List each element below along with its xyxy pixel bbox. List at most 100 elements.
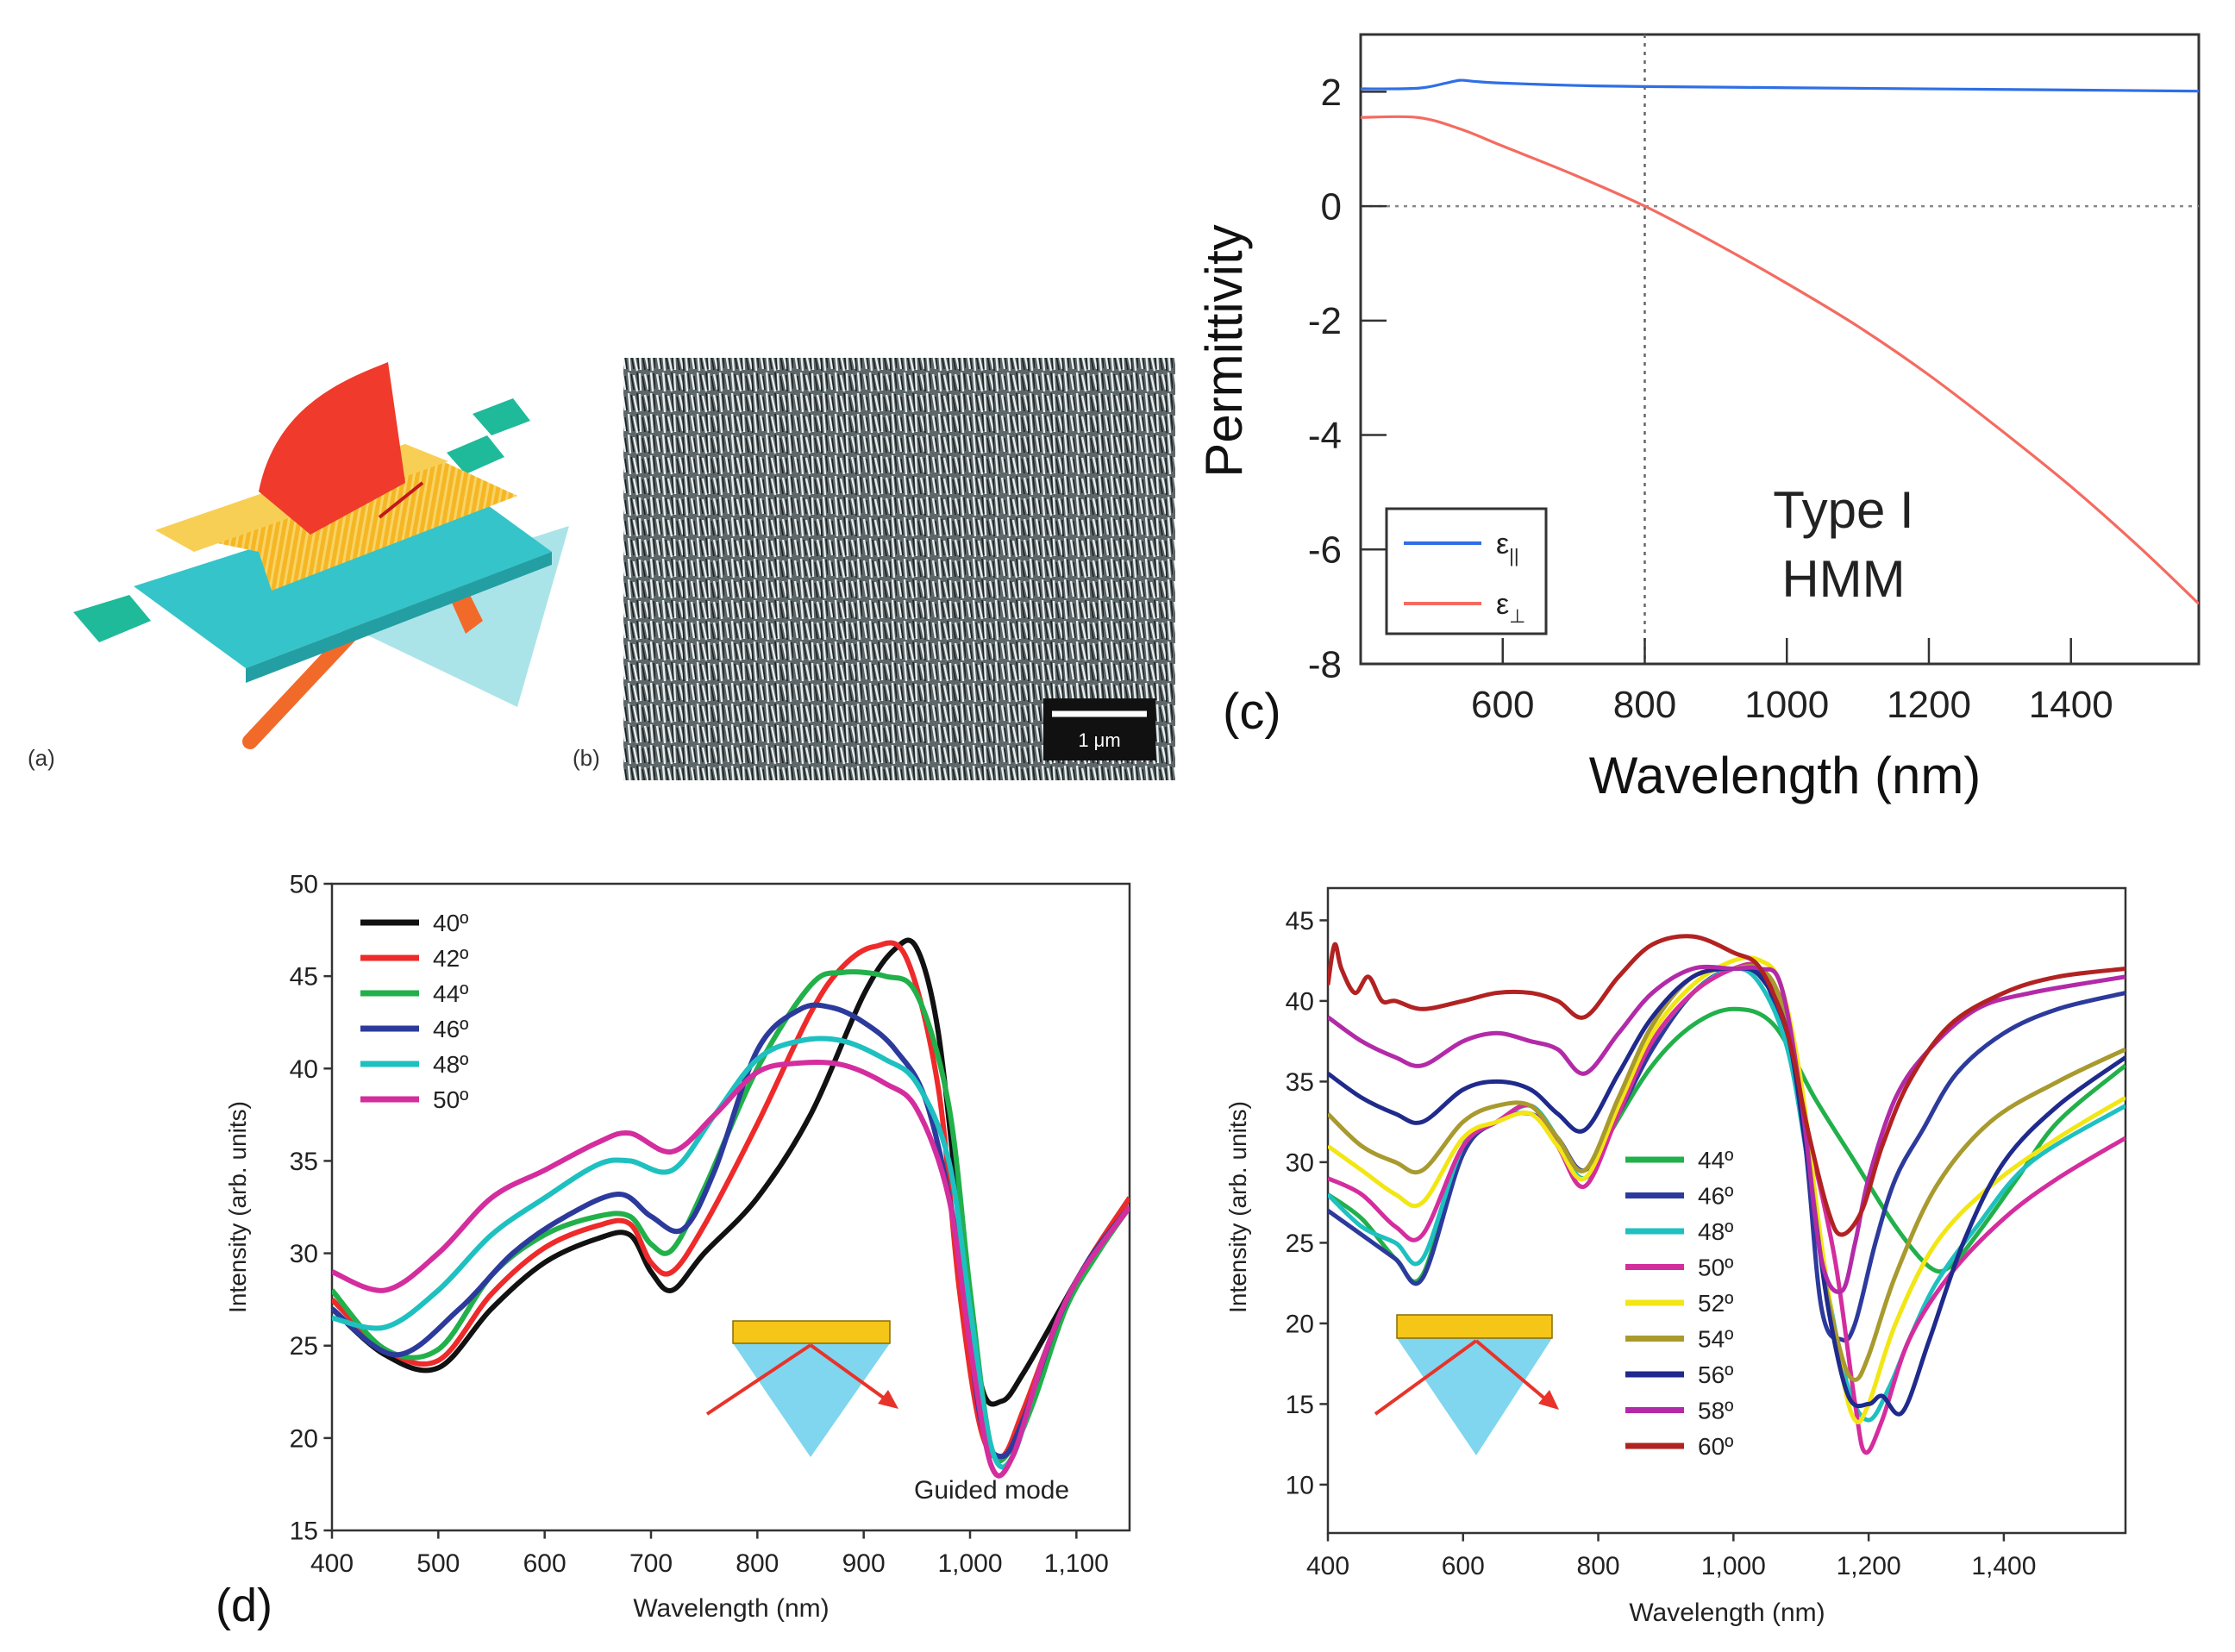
legend-box xyxy=(1385,507,1548,635)
x-tick-label: 1400 xyxy=(2029,684,2113,726)
legend-label: 40º xyxy=(433,910,468,936)
x-tick-label: 1,100 xyxy=(1044,1549,1109,1578)
y-tick-label: 30 xyxy=(290,1240,318,1268)
contact-pad-top xyxy=(447,435,504,474)
series-line-c-0 xyxy=(1361,78,2199,93)
y-tick-label: -4 xyxy=(1308,415,1342,457)
legend-label: 52º xyxy=(1698,1290,1733,1317)
y-tick-label: 40 xyxy=(290,1055,318,1084)
chart-d-left-legend: 40º 42º 44º 46º 48º 50º xyxy=(360,910,468,1113)
scale-bar-label: 1 μm xyxy=(1078,729,1120,751)
y-tick-label: 25 xyxy=(290,1332,318,1361)
x-tick-label: 1,000 xyxy=(937,1549,1002,1578)
y-tick-label: 35 xyxy=(290,1148,318,1176)
legend-label: 54º xyxy=(1698,1326,1733,1353)
contact-pad-left xyxy=(73,595,151,642)
x-tick-label: 400 xyxy=(310,1549,354,1578)
chart-c-legend: ε|| ε⊥ xyxy=(1385,507,1548,635)
panel-b-sem-image xyxy=(623,358,1175,780)
contact-pad-right xyxy=(473,398,530,435)
x-tick-label: 800 xyxy=(736,1549,779,1578)
chart-d-right: 400 600 800 1,000 1,200 1,400 10 15 20 25 30 35 40 4… xyxy=(1224,886,2127,1627)
y-tick-label: -6 xyxy=(1308,529,1342,572)
substrate-edge xyxy=(246,552,552,683)
chart-d-right-xlabel: Wavelength (nm) xyxy=(1629,1599,1825,1627)
y-tick-label: 45 xyxy=(1286,907,1314,936)
x-tick-label: 1,400 xyxy=(1971,1552,2036,1580)
chart-d-left-ylabel: Intensity (arb. units) xyxy=(224,1101,251,1313)
x-tick-label: 900 xyxy=(842,1549,886,1578)
x-tick-label: 1,000 xyxy=(1701,1552,1766,1580)
legend-label: 48º xyxy=(433,1051,468,1078)
legend-label: 44º xyxy=(1698,1147,1733,1173)
legend-label: 50º xyxy=(433,1086,468,1113)
panel-a-label: (a) xyxy=(28,745,55,771)
chart-c: 600 800 1000 1200 1400 2 0 -2 -4 -6 -8 Permittivi… xyxy=(1195,33,2201,804)
x-tick-label: 500 xyxy=(416,1549,460,1578)
legend-label: 48º xyxy=(1698,1218,1733,1245)
guided-wave-line xyxy=(378,481,424,519)
chart-d-panel-label: (d) xyxy=(216,1580,272,1631)
annotation-type-i: Type I xyxy=(1773,481,1913,539)
legend-label: 58º xyxy=(1698,1398,1733,1424)
inset-film xyxy=(1396,1314,1553,1339)
chart-c-panel-label: (c) xyxy=(1223,684,1281,740)
y-tick-label: 10 xyxy=(1286,1471,1314,1499)
panel-a-illustration xyxy=(73,362,569,749)
inset-arrowhead xyxy=(878,1390,898,1409)
x-tick-label: 1200 xyxy=(1887,684,1971,726)
legend-label-para-main: ε xyxy=(1496,528,1509,560)
inset-prism-right xyxy=(1374,1314,1559,1455)
guided-mode-label: Guided mode xyxy=(914,1476,1069,1505)
legend-label: 46º xyxy=(1698,1183,1733,1210)
x-tick-label: 600 xyxy=(1471,684,1534,726)
y-tick-label: 40 xyxy=(1286,987,1314,1016)
chart-d-right-ylabel: Intensity (arb. units) xyxy=(1224,1101,1251,1313)
series-line-c-1 xyxy=(1361,115,2199,605)
x-tick-label: 1,200 xyxy=(1837,1552,1901,1580)
inset-prism xyxy=(733,1343,890,1457)
y-tick-label: 20 xyxy=(290,1424,318,1453)
x-tick-label: 600 xyxy=(523,1549,567,1578)
y-tick-label: 50 xyxy=(290,871,318,899)
chart-d-right-legend: 44º 46º 48º 50º 52º 54º 56º 58º 60º xyxy=(1625,1147,1733,1460)
inset-prism xyxy=(1397,1338,1552,1455)
chart-d-left-xlabel: Wavelength (nm) xyxy=(633,1594,829,1623)
inset-arrowhead xyxy=(1538,1390,1559,1410)
legend-label-para-sub: || xyxy=(1509,545,1518,566)
series-line-d-left-2 xyxy=(332,969,1130,1464)
panel-b-label: (b) xyxy=(573,745,600,771)
y-tick-label: 20 xyxy=(1286,1310,1314,1338)
chart-d-left: 400 500 600 700 800 900 1,000 1,100 15 20 25 30 35 4… xyxy=(216,871,1131,1631)
chart-c-xlabel: Wavelength (nm) xyxy=(1589,747,1981,804)
legend-label: 44º xyxy=(433,980,468,1007)
y-tick-label: 30 xyxy=(1286,1148,1314,1177)
x-tick-label: 1000 xyxy=(1744,684,1829,726)
inset-prism-left xyxy=(705,1320,898,1457)
inset-film xyxy=(732,1320,891,1344)
chart-c-frame xyxy=(1359,33,2201,666)
inset-ray-out xyxy=(1474,1339,1549,1403)
legend-label: 42º xyxy=(433,945,468,972)
x-tick-label: 600 xyxy=(1442,1552,1485,1580)
annotation-hmm: HMM xyxy=(1781,550,1905,608)
y-tick-label: 15 xyxy=(290,1517,318,1546)
scale-bar-box xyxy=(1043,698,1155,760)
series-line-d-left-5 xyxy=(332,1059,1130,1479)
inset-ray-out xyxy=(809,1343,890,1403)
legend-label: 60º xyxy=(1698,1433,1733,1460)
series-line-d-left-3 xyxy=(332,1002,1130,1460)
legend-label-perp: ε⊥ xyxy=(1496,588,1525,627)
y-tick-label: 15 xyxy=(1286,1391,1314,1419)
substrate-slab xyxy=(134,483,552,668)
legend-label-para: ε|| xyxy=(1496,528,1519,566)
y-tick-label: 2 xyxy=(1321,72,1342,114)
y-tick-label: 0 xyxy=(1321,185,1342,228)
y-tick-label: 35 xyxy=(1286,1068,1314,1097)
legend-label: 56º xyxy=(1698,1361,1733,1388)
legend-label-perp-sub: ⊥ xyxy=(1509,605,1525,627)
y-tick-label: -8 xyxy=(1308,643,1342,685)
x-tick-label: 800 xyxy=(1577,1552,1620,1580)
x-tick-label: 400 xyxy=(1306,1552,1349,1580)
